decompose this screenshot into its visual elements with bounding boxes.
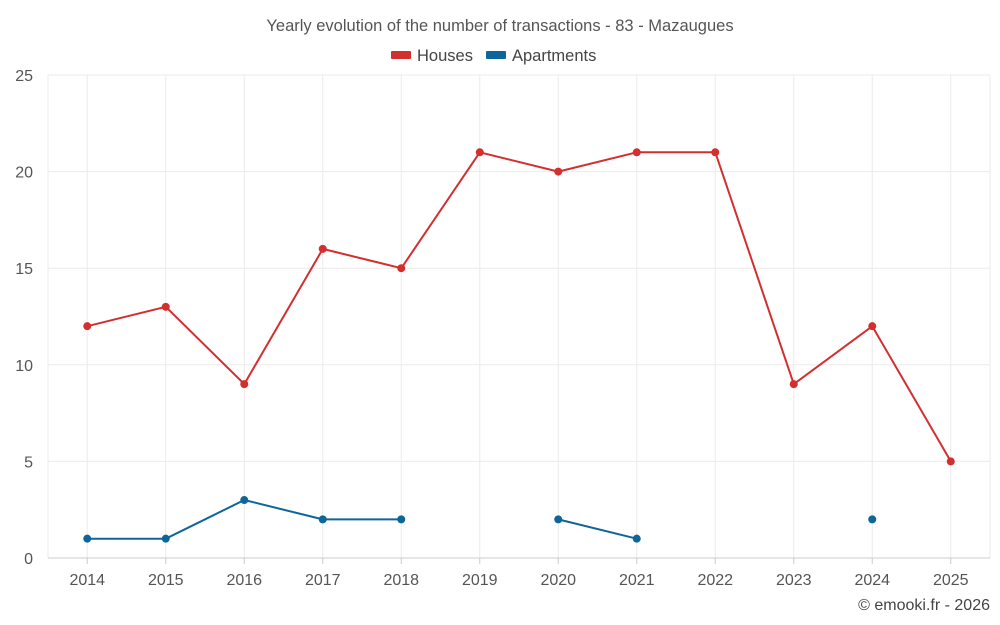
- data-point-apartments-2024[interactable]: [868, 515, 877, 524]
- legend-label-apartments: Apartments: [512, 47, 596, 65]
- y-tick-label: 5: [24, 454, 33, 471]
- x-tick-label: 2020: [540, 572, 576, 589]
- series: [83, 148, 955, 543]
- data-point-apartments-2017[interactable]: [318, 515, 327, 524]
- data-point-apartments-2016[interactable]: [240, 496, 249, 505]
- legend-swatch-apartments: [486, 51, 506, 59]
- legend-label-houses: Houses: [417, 47, 473, 65]
- data-point-houses-2021[interactable]: [632, 148, 641, 157]
- legend-swatch-houses: [391, 51, 411, 59]
- data-point-houses-2024[interactable]: [868, 322, 877, 331]
- x-tick-label: 2022: [697, 572, 733, 589]
- x-tick-label: 2016: [226, 572, 262, 589]
- data-point-houses-2023[interactable]: [789, 380, 798, 389]
- credit-text: © emooki.fr - 2026: [858, 597, 990, 614]
- series-line-apartments: [558, 518, 638, 540]
- data-point-houses-2019[interactable]: [475, 148, 484, 157]
- gridlines: [47, 74, 991, 558]
- data-point-apartments-2021[interactable]: [632, 534, 641, 543]
- y-tick-label: 20: [15, 165, 33, 182]
- data-point-houses-2016[interactable]: [240, 380, 249, 389]
- x-tick-label: 2023: [776, 572, 812, 589]
- y-tick-label: 0: [24, 551, 33, 568]
- series-houses: [83, 148, 955, 466]
- x-tick-label: 2017: [305, 572, 341, 589]
- x-tick-label: 2018: [383, 572, 419, 589]
- legend-item-apartments[interactable]: Apartments: [486, 47, 596, 65]
- x-tick-label: 2025: [933, 572, 969, 589]
- data-point-houses-2025[interactable]: [946, 457, 955, 466]
- data-point-apartments-2020[interactable]: [554, 515, 563, 524]
- x-tick-label: 2024: [854, 572, 890, 589]
- x-tick-label: 2014: [69, 572, 105, 589]
- data-point-houses-2018[interactable]: [397, 264, 406, 273]
- series-line-houses: [87, 151, 952, 462]
- series-apartments: [83, 496, 877, 543]
- y-tick-label: 15: [15, 261, 33, 278]
- legend-item-houses[interactable]: Houses: [391, 47, 473, 65]
- data-point-houses-2014[interactable]: [83, 322, 92, 331]
- chart-title: Yearly evolution of the number of transa…: [266, 17, 733, 35]
- y-tick-label: 25: [15, 68, 33, 85]
- y-tick-label: 10: [15, 358, 33, 375]
- x-tick-label: 2015: [148, 572, 184, 589]
- legend: Houses Apartments: [391, 47, 596, 65]
- data-point-apartments-2018[interactable]: [397, 515, 406, 524]
- data-point-apartments-2015[interactable]: [161, 534, 170, 543]
- data-point-houses-2017[interactable]: [318, 244, 327, 253]
- data-point-houses-2022[interactable]: [711, 148, 720, 157]
- data-point-houses-2015[interactable]: [161, 302, 170, 311]
- data-point-houses-2020[interactable]: [554, 167, 563, 176]
- x-tick-label: 2021: [619, 572, 655, 589]
- data-point-apartments-2014[interactable]: [83, 534, 92, 543]
- x-tick-label: 2019: [462, 572, 498, 589]
